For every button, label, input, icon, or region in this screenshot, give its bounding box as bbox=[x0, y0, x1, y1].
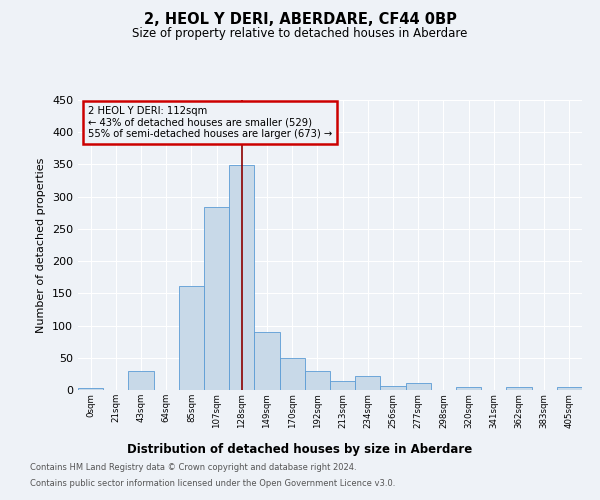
Bar bbox=[456, 388, 481, 390]
Bar bbox=[506, 387, 532, 390]
Bar bbox=[305, 370, 330, 390]
Bar bbox=[78, 388, 103, 390]
Text: Distribution of detached houses by size in Aberdare: Distribution of detached houses by size … bbox=[127, 442, 473, 456]
Bar bbox=[128, 370, 154, 390]
Bar bbox=[355, 376, 380, 390]
Bar bbox=[204, 207, 229, 390]
Y-axis label: Number of detached properties: Number of detached properties bbox=[37, 158, 46, 332]
Bar bbox=[254, 332, 280, 390]
Bar bbox=[229, 165, 254, 390]
Text: 2 HEOL Y DERI: 112sqm
← 43% of detached houses are smaller (529)
55% of semi-det: 2 HEOL Y DERI: 112sqm ← 43% of detached … bbox=[88, 106, 332, 139]
Text: Contains public sector information licensed under the Open Government Licence v3: Contains public sector information licen… bbox=[30, 478, 395, 488]
Bar bbox=[557, 387, 582, 390]
Bar bbox=[179, 286, 204, 390]
Bar bbox=[330, 381, 355, 390]
Bar bbox=[406, 383, 431, 390]
Text: 2, HEOL Y DERI, ABERDARE, CF44 0BP: 2, HEOL Y DERI, ABERDARE, CF44 0BP bbox=[143, 12, 457, 28]
Text: Contains HM Land Registry data © Crown copyright and database right 2024.: Contains HM Land Registry data © Crown c… bbox=[30, 464, 356, 472]
Bar bbox=[380, 386, 406, 390]
Text: Size of property relative to detached houses in Aberdare: Size of property relative to detached ho… bbox=[133, 28, 467, 40]
Bar bbox=[280, 358, 305, 390]
